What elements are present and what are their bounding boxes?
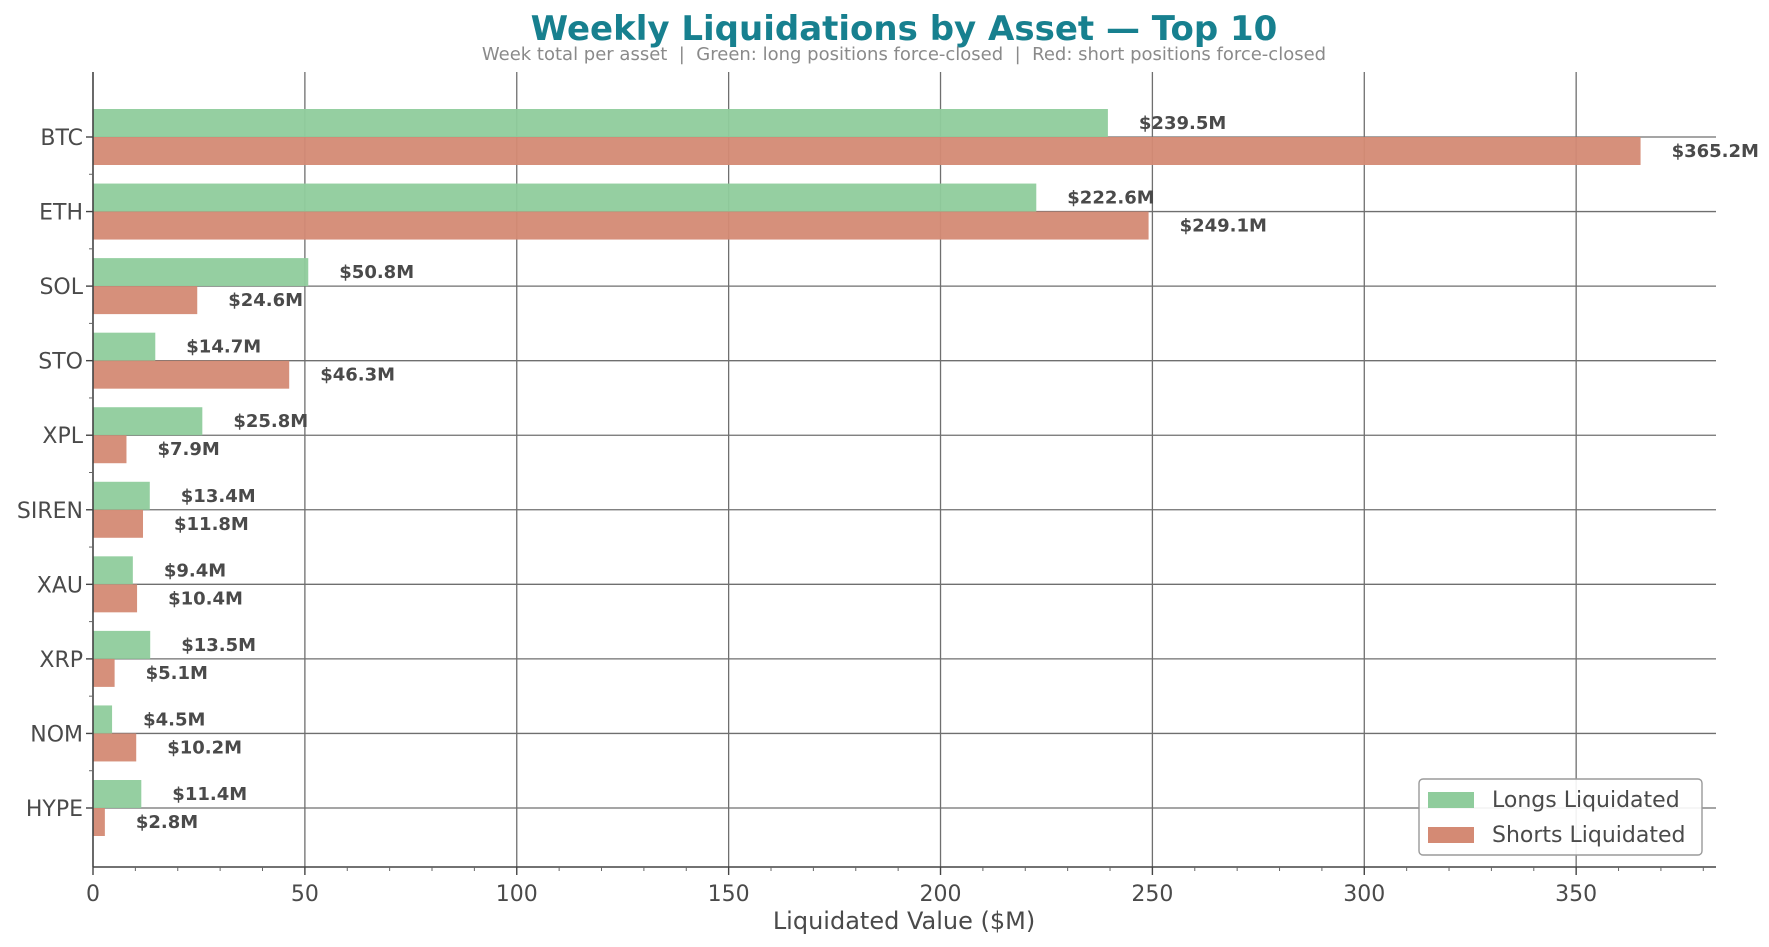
legend-swatch <box>1428 792 1474 808</box>
y-tick-label: XPL <box>42 424 83 449</box>
legend-frame <box>1418 778 1703 856</box>
long-bar <box>93 258 309 287</box>
short-bar <box>93 286 198 315</box>
x-tick-label: 300 <box>1343 882 1385 907</box>
axes: 0 50 100 150 200 250 300 350 BTC ETH SOL STO XPL SIRE… <box>17 72 1716 907</box>
y-tick-label: HYPE <box>26 797 83 822</box>
long-bar <box>93 630 151 659</box>
legend: Longs Liquidated Shorts Liquidated <box>1418 778 1703 856</box>
short-bar <box>93 211 1149 240</box>
y-tick-label: STO <box>38 350 83 375</box>
bar-value-label: $14.7M <box>186 337 261 358</box>
short-bar <box>93 435 127 464</box>
short-bar <box>93 584 138 613</box>
x-tick-label: 250 <box>1131 882 1173 907</box>
chart-title: Weekly Liquidations by Asset — Top 10 <box>531 9 1278 49</box>
long-bar <box>93 556 133 585</box>
bar-value-label: $25.8M <box>233 411 308 432</box>
long-bar <box>93 780 142 808</box>
x-tick-label: 350 <box>1555 882 1597 907</box>
legend-entry-label: Longs Liquidated <box>1492 788 1680 813</box>
x-tick-label: 200 <box>920 882 962 907</box>
long-bar <box>93 109 1108 137</box>
x-tick-label: 150 <box>708 882 750 907</box>
legend-swatch <box>1428 827 1474 843</box>
short-bar <box>93 733 137 762</box>
x-axis-label: Liquidated Value ($M) <box>773 907 1035 935</box>
short-bar <box>93 509 144 538</box>
y-tick-label: XAU <box>37 573 83 598</box>
long-bar <box>93 183 1037 212</box>
y-tick-label: ETH <box>39 201 83 226</box>
bar-value-label: $7.9M <box>157 439 219 460</box>
data-labels: $239.5M $222.6M $50.8M $14.7M $25.8M $13.4M $9… <box>136 113 1759 833</box>
bar-value-label: $4.5M <box>143 709 205 730</box>
bar-value-label: $222.6M <box>1067 188 1154 209</box>
long-bar <box>93 332 156 361</box>
grid <box>93 72 1716 867</box>
bar-value-label: $46.3M <box>320 365 395 386</box>
short-bar <box>93 360 290 389</box>
x-tick-label: 100 <box>496 882 538 907</box>
y-tick-label: NOM <box>30 722 83 747</box>
bar-value-label: $24.6M <box>228 290 303 311</box>
long-bar <box>93 481 150 510</box>
long-bar <box>93 705 113 734</box>
y-tick-label: SIREN <box>17 499 83 524</box>
bar-value-label: $50.8M <box>339 262 414 283</box>
short-bar <box>93 137 1641 165</box>
bar-value-label: $249.1M <box>1180 216 1267 237</box>
bar-value-label: $365.2M <box>1672 141 1759 162</box>
bar-value-label: $2.8M <box>136 812 198 833</box>
bar-value-label: $11.4M <box>172 784 247 805</box>
bar-value-label: $9.4M <box>164 560 226 581</box>
bar-value-label: $10.2M <box>167 737 242 758</box>
chart-subtitle: Week total per asset | Green: long posit… <box>482 44 1326 65</box>
y-tick-label: BTC <box>40 126 83 151</box>
short-bar <box>93 808 105 836</box>
bar-value-label: $5.1M <box>146 663 208 684</box>
y-tick-label: SOL <box>39 275 83 300</box>
x-tick-label: 50 <box>291 882 319 907</box>
long-bar <box>93 407 203 436</box>
x-tick-label: 0 <box>86 882 100 907</box>
bar-value-label: $13.5M <box>181 635 256 656</box>
y-tick-label: XRP <box>39 648 83 673</box>
legend-entry-label: Shorts Liquidated <box>1492 823 1685 848</box>
short-bar <box>93 658 115 687</box>
bar-value-label: $11.8M <box>174 514 249 535</box>
bar-value-label: $10.4M <box>168 588 243 609</box>
bar-value-label: $13.4M <box>181 486 256 507</box>
bar-value-label: $239.5M <box>1139 113 1226 134</box>
bars <box>93 109 1641 836</box>
